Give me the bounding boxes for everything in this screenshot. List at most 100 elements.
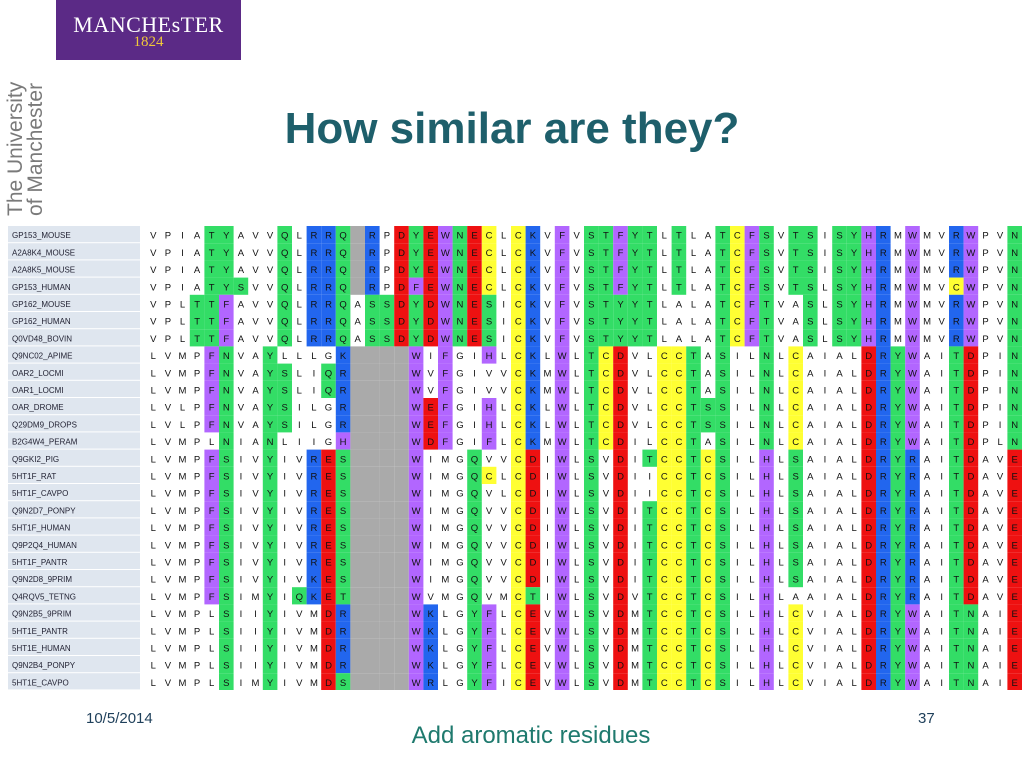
- residue-letter: R: [909, 592, 916, 603]
- residue-cell: [671, 604, 687, 622]
- residue-cell: [394, 380, 409, 398]
- residue-cell: [481, 260, 497, 278]
- residue-cell: [584, 656, 599, 674]
- residue-letter: D: [529, 454, 536, 465]
- residue-cell: [788, 398, 803, 416]
- residue-letter: A: [924, 609, 931, 620]
- residue-cell: [554, 484, 570, 502]
- residue-cell: [423, 621, 438, 639]
- residue-cell: [613, 380, 628, 398]
- residue-letter: T: [691, 626, 697, 637]
- sequence-name: 5HT1F_HUMAN: [12, 524, 70, 533]
- residue-cell: [219, 363, 234, 381]
- residue-letter: R: [310, 523, 317, 534]
- residue-letter: P: [982, 317, 988, 328]
- residue-letter: I: [940, 472, 943, 483]
- residue-cell: [671, 346, 687, 364]
- residue-letter: R: [953, 248, 960, 259]
- residue-cell: [394, 277, 409, 295]
- residue-letter: P: [165, 282, 171, 293]
- residue-cell: [759, 415, 774, 433]
- residue-letter: I: [634, 437, 637, 448]
- row-name-bg: [8, 226, 140, 243]
- residue-cell: [671, 638, 687, 656]
- residue-cell: [613, 587, 628, 605]
- residue-cell: [861, 260, 876, 278]
- residue-letter: V: [486, 558, 493, 569]
- residue-letter: L: [778, 454, 783, 465]
- residue-letter: L: [501, 420, 506, 431]
- residue-letter: M: [894, 334, 902, 345]
- residue-cell: [262, 621, 278, 639]
- residue-letter: P: [982, 420, 988, 431]
- sequence-name: OAR1_LOCMI: [12, 386, 64, 395]
- residue-cell: [262, 570, 278, 588]
- residue-cell: [438, 226, 453, 244]
- residue-letter: D: [865, 626, 872, 637]
- residue-cell: [949, 449, 964, 467]
- residue-letter: V: [165, 678, 172, 689]
- residue-letter: V: [997, 317, 1004, 328]
- residue-letter: F: [749, 300, 755, 311]
- residue-cell: [1007, 312, 1022, 330]
- residue-cell: [408, 260, 424, 278]
- residue-letter: R: [909, 506, 916, 517]
- residue-cell: [671, 518, 687, 536]
- residue-letter: L: [282, 437, 287, 448]
- residue-cell: [379, 380, 395, 398]
- residue-cell: [511, 604, 526, 622]
- residue-letter: F: [209, 506, 215, 517]
- residue-letter: P: [194, 454, 200, 465]
- residue-letter: D: [865, 454, 872, 465]
- residue-cell: [408, 535, 424, 553]
- residue-letter: V: [997, 231, 1004, 242]
- residue-cell: [408, 604, 424, 622]
- residue-letter: V: [165, 609, 172, 620]
- residue-letter: C: [515, 678, 522, 689]
- residue-cell: [335, 329, 351, 347]
- residue-letter: T: [953, 592, 959, 603]
- residue-letter: I: [546, 592, 549, 603]
- residue-letter: I: [824, 248, 827, 259]
- residue-letter: R: [340, 403, 347, 414]
- residue-letter: A: [238, 317, 245, 328]
- row-name-bg: [8, 346, 140, 363]
- residue-letter: V: [267, 248, 274, 259]
- residue-cell: [219, 535, 234, 553]
- residue-letter: R: [880, 386, 887, 397]
- residue-letter: P: [194, 472, 200, 483]
- residue-letter: R: [880, 472, 887, 483]
- residue-letter: S: [836, 265, 842, 276]
- residue-cell: [905, 312, 920, 330]
- residue-letter: V: [296, 489, 303, 500]
- residue-cell: [423, 604, 438, 622]
- residue-letter: K: [530, 437, 537, 448]
- residue-letter: M: [441, 558, 449, 569]
- residue-letter: Q: [281, 248, 288, 259]
- residue-cell: [365, 673, 380, 690]
- alignment-row: Q9N2D7_PONPY L V M P F S I V Y I V R E S W I M G Q V V C D I W L S V…: [8, 501, 1022, 519]
- residue-letter: V: [778, 334, 785, 345]
- residue-letter: I: [240, 437, 243, 448]
- residue-letter: L: [778, 592, 783, 603]
- residue-cell: [744, 312, 760, 330]
- residue-cell: [686, 484, 701, 502]
- residue-letter: I: [254, 626, 257, 637]
- residue-letter: T: [953, 437, 959, 448]
- residue-letter: T: [647, 300, 653, 311]
- residue-letter: C: [792, 420, 799, 431]
- residue-cell: [321, 484, 336, 502]
- residue-letter: T: [691, 678, 697, 689]
- residue-cell: [1007, 329, 1022, 347]
- residue-letter: D: [617, 540, 624, 551]
- residue-cell: [700, 415, 716, 433]
- residue-letter: C: [734, 265, 741, 276]
- residue-letter: M: [441, 472, 449, 483]
- residue-letter: D: [865, 575, 872, 586]
- residue-letter: T: [691, 661, 697, 672]
- alignment-row: 5HT1F_RAT L V M P F S I V Y I V R E S W I M G Q C L C D I W L S V D I I…: [8, 466, 1022, 484]
- residue-cell: [262, 604, 278, 622]
- residue-cell: [467, 518, 482, 536]
- residue-cell: [1007, 398, 1022, 416]
- residue-letter: Q: [471, 472, 478, 483]
